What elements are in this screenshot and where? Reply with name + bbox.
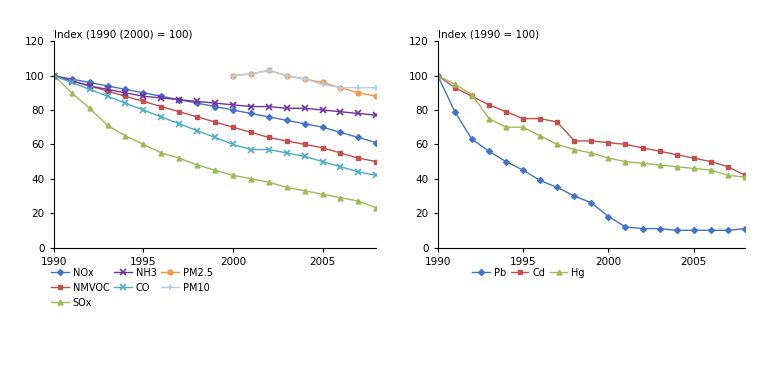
Text: Index (1990 = 100): Index (1990 = 100) <box>438 29 539 39</box>
Legend: Pb, Cd, Hg: Pb, Cd, Hg <box>468 264 589 282</box>
Text: Index (1990 (2000) = 100): Index (1990 (2000) = 100) <box>54 29 192 39</box>
Legend: NOx, NMVOC, SOx, NH3, CO, PM2.5, PM10: NOx, NMVOC, SOx, NH3, CO, PM2.5, PM10 <box>48 264 217 312</box>
